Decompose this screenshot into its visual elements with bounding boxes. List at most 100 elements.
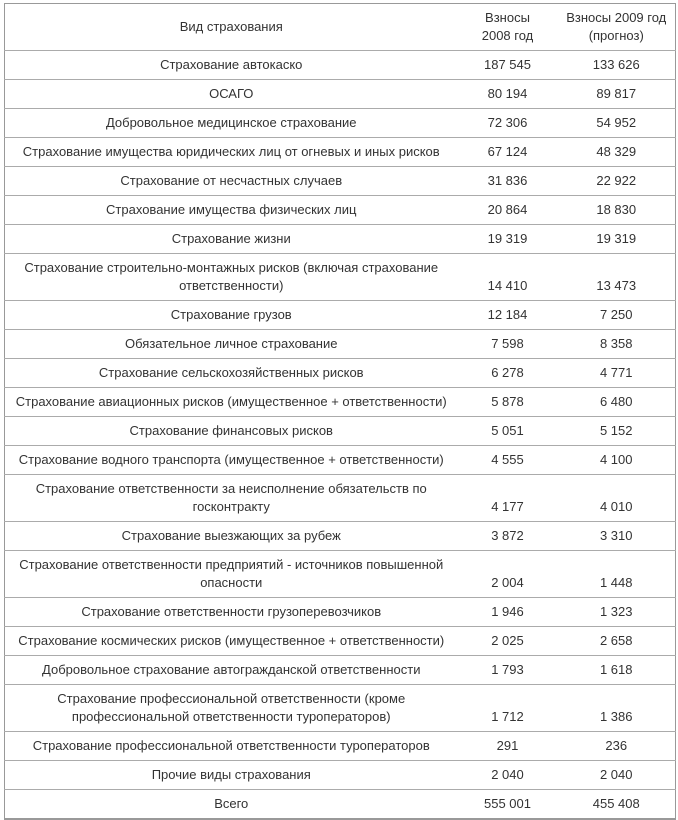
premiums-2008-cell: 14 410: [487, 278, 528, 293]
table-row: Страхование ответственности за неисполне…: [4, 475, 676, 522]
premiums-2009-cell: 2 040: [599, 767, 633, 782]
table-row: Страхование финансовых рисков 5 051 5 152: [4, 417, 676, 446]
premiums-2008-cell: 2 025: [491, 633, 524, 648]
premiums-2009-cell: 13 473: [596, 278, 637, 293]
table-row: Страхование имущества юридических лиц от…: [4, 138, 676, 167]
premiums-2008-cell: 19 319: [487, 231, 528, 246]
premiums-2009-cell: 1 618: [599, 662, 633, 677]
table-row: Страхование авиационных рисков (имуществ…: [4, 388, 676, 417]
table-row: Страхование ответственности предприятий …: [4, 551, 676, 598]
premiums-2008-cell: 1 946: [491, 604, 524, 619]
column-header-insurance-type: Вид страхования: [179, 19, 283, 34]
insurance-type-cell: Страхование космических рисков (имуществ…: [18, 633, 445, 648]
insurance-type-cell: Страхование автокаско: [160, 57, 303, 72]
insurance-type-cell: Страхование ответственности предприятий …: [19, 557, 444, 590]
header-2008-line1: Взносы: [485, 10, 530, 25]
premiums-2009-cell: 48 329: [596, 144, 637, 159]
premiums-2009-cell: 6 480: [599, 394, 633, 409]
premiums-2009-cell: 133 626: [592, 57, 640, 72]
insurance-type-cell: Страхование ответственности грузоперевоз…: [81, 604, 382, 619]
premiums-2009-cell: 1 448: [599, 575, 633, 590]
insurance-type-cell: Страхование строительно-монтажных рисков…: [24, 260, 439, 293]
table-row: Добровольное страхование автогражданской…: [4, 656, 676, 685]
table-row: Страхование профессиональной ответственн…: [4, 732, 676, 761]
premiums-2009-cell: 236: [605, 738, 628, 753]
premiums-2009-cell: 89 817: [596, 86, 637, 101]
premiums-2008-cell: 31 836: [487, 173, 528, 188]
premiums-2008-cell: 1 712: [491, 709, 524, 724]
insurance-premiums-table: Вид страхования Взносы 2008 год Взносы 2…: [4, 3, 676, 820]
premiums-2009-cell: 8 358: [599, 336, 633, 351]
insurance-type-cell: Страхование финансовых рисков: [129, 423, 333, 438]
table-row: Страхование сельскохозяйственных рисков 6…: [4, 359, 676, 388]
total-label-cell: Всего: [214, 796, 249, 811]
header-2008-line2: 2008 год: [481, 28, 534, 43]
premiums-2009-cell: 4 010: [599, 499, 633, 514]
premiums-2009-cell: 1 323: [599, 604, 633, 619]
premiums-2008-cell: 187 545: [484, 57, 531, 72]
premiums-2009-cell: 4 771: [599, 365, 633, 380]
table-row: ОСАГО 80 194 89 817: [4, 80, 676, 109]
insurance-type-cell: Страхование водного транспорта (имуществ…: [18, 452, 444, 467]
insurance-type-cell: Обязательное личное страхование: [125, 336, 338, 351]
table-row: Страхование профессиональной ответственн…: [4, 685, 676, 732]
insurance-type-cell: Страхование сельскохозяйственных рисков: [98, 365, 364, 380]
table-row: Страхование выезжающих за рубеж 3 872 3 31…: [4, 522, 676, 551]
premiums-2008-cell: 20 864: [487, 202, 528, 217]
insurance-type-cell: Страхование от несчастных случаев: [120, 173, 343, 188]
insurance-type-cell: Добровольное страхование автогражданской…: [42, 662, 421, 677]
table-row: Страхование строительно-монтажных рисков…: [4, 254, 676, 301]
insurance-type-cell: Страхование жизни: [171, 231, 291, 246]
premiums-2009-cell: 1 386: [599, 709, 633, 724]
premiums-2009-cell: 2 658: [599, 633, 633, 648]
premiums-2008-cell: 2 004: [491, 575, 524, 590]
column-header-premiums-2009-forecast: Взносы 2009 год (прогноз): [558, 4, 676, 51]
table-row: Страхование грузов 12 184 7 250: [4, 301, 676, 330]
premiums-2008-cell: 72 306: [487, 115, 528, 130]
premiums-2008-cell: 555 001: [484, 796, 531, 811]
table-row: Страхование водного транспорта (имуществ…: [4, 446, 676, 475]
header-2009-line2: (прогноз): [588, 28, 644, 43]
header-2009-line1: Взносы 2009 год: [566, 10, 667, 25]
premiums-2009-cell: 4 100: [599, 452, 633, 467]
premiums-2008-cell: 2 040: [491, 767, 524, 782]
table-row: Страхование от несчастных случаев 31 836 2…: [4, 167, 676, 196]
column-header-premiums-2008: Взносы 2008 год: [458, 4, 558, 51]
table-row: Добровольное медицинское страхование 72 3…: [4, 109, 676, 138]
insurance-type-cell: Страхование выезжающих за рубеж: [121, 528, 341, 543]
insurance-type-cell: Страхование профессиональной ответственн…: [57, 691, 406, 724]
premiums-2009-cell: 455 408: [592, 796, 640, 811]
total-row: Всего 555 001 455 408: [5, 790, 676, 820]
premiums-2009-cell: 3 310: [599, 528, 633, 543]
insurance-type-cell: Страхование имущества юридических лиц от…: [22, 144, 440, 159]
table-row: Страхование ответственности грузоперевоз…: [4, 598, 676, 627]
table-row: Страхование жизни 19 319 19 319: [4, 225, 676, 254]
premiums-2008-cell: 4 177: [491, 499, 524, 514]
insurance-type-cell: Страхование грузов: [170, 307, 292, 322]
insurance-type-cell: Добровольное медицинское страхование: [105, 115, 357, 130]
premiums-2008-cell: 67 124: [487, 144, 528, 159]
premiums-2009-cell: 22 922: [596, 173, 637, 188]
insurance-type-cell: Страхование имущества физических лиц: [106, 202, 357, 217]
premiums-2008-cell: 291: [496, 738, 519, 753]
premiums-2009-cell: 7 250: [599, 307, 633, 322]
insurance-type-cell: Страхование авиационных рисков (имуществ…: [15, 394, 447, 409]
premiums-2009-cell: 18 830: [596, 202, 637, 217]
premiums-2008-cell: 12 184: [487, 307, 528, 322]
premiums-2008-cell: 6 278: [491, 365, 524, 380]
table-body: Страхование автокаско 187 545 133 626 ОСАГО…: [4, 51, 676, 820]
premiums-2008-cell: 3 872: [491, 528, 524, 543]
table-row: Прочие виды страхования 2 040 2 040: [4, 761, 676, 790]
table-row: Страхование космических рисков (имуществ…: [4, 627, 676, 656]
insurance-type-cell: ОСАГО: [209, 86, 254, 101]
table-row: Страхование имущества физических лиц 20 8…: [4, 196, 676, 225]
premiums-2008-cell: 5 051: [491, 423, 524, 438]
premiums-2008-cell: 4 555: [491, 452, 524, 467]
premiums-2009-cell: 54 952: [596, 115, 637, 130]
premiums-2009-cell: 19 319: [596, 231, 637, 246]
premiums-2008-cell: 5 878: [491, 394, 524, 409]
table-row: Обязательное личное страхование 7 598 8 35…: [4, 330, 676, 359]
insurance-type-cell: Прочие виды страхования: [151, 767, 311, 782]
premiums-2008-cell: 80 194: [487, 86, 528, 101]
insurance-type-cell: Страхование профессиональной ответственн…: [32, 738, 430, 753]
